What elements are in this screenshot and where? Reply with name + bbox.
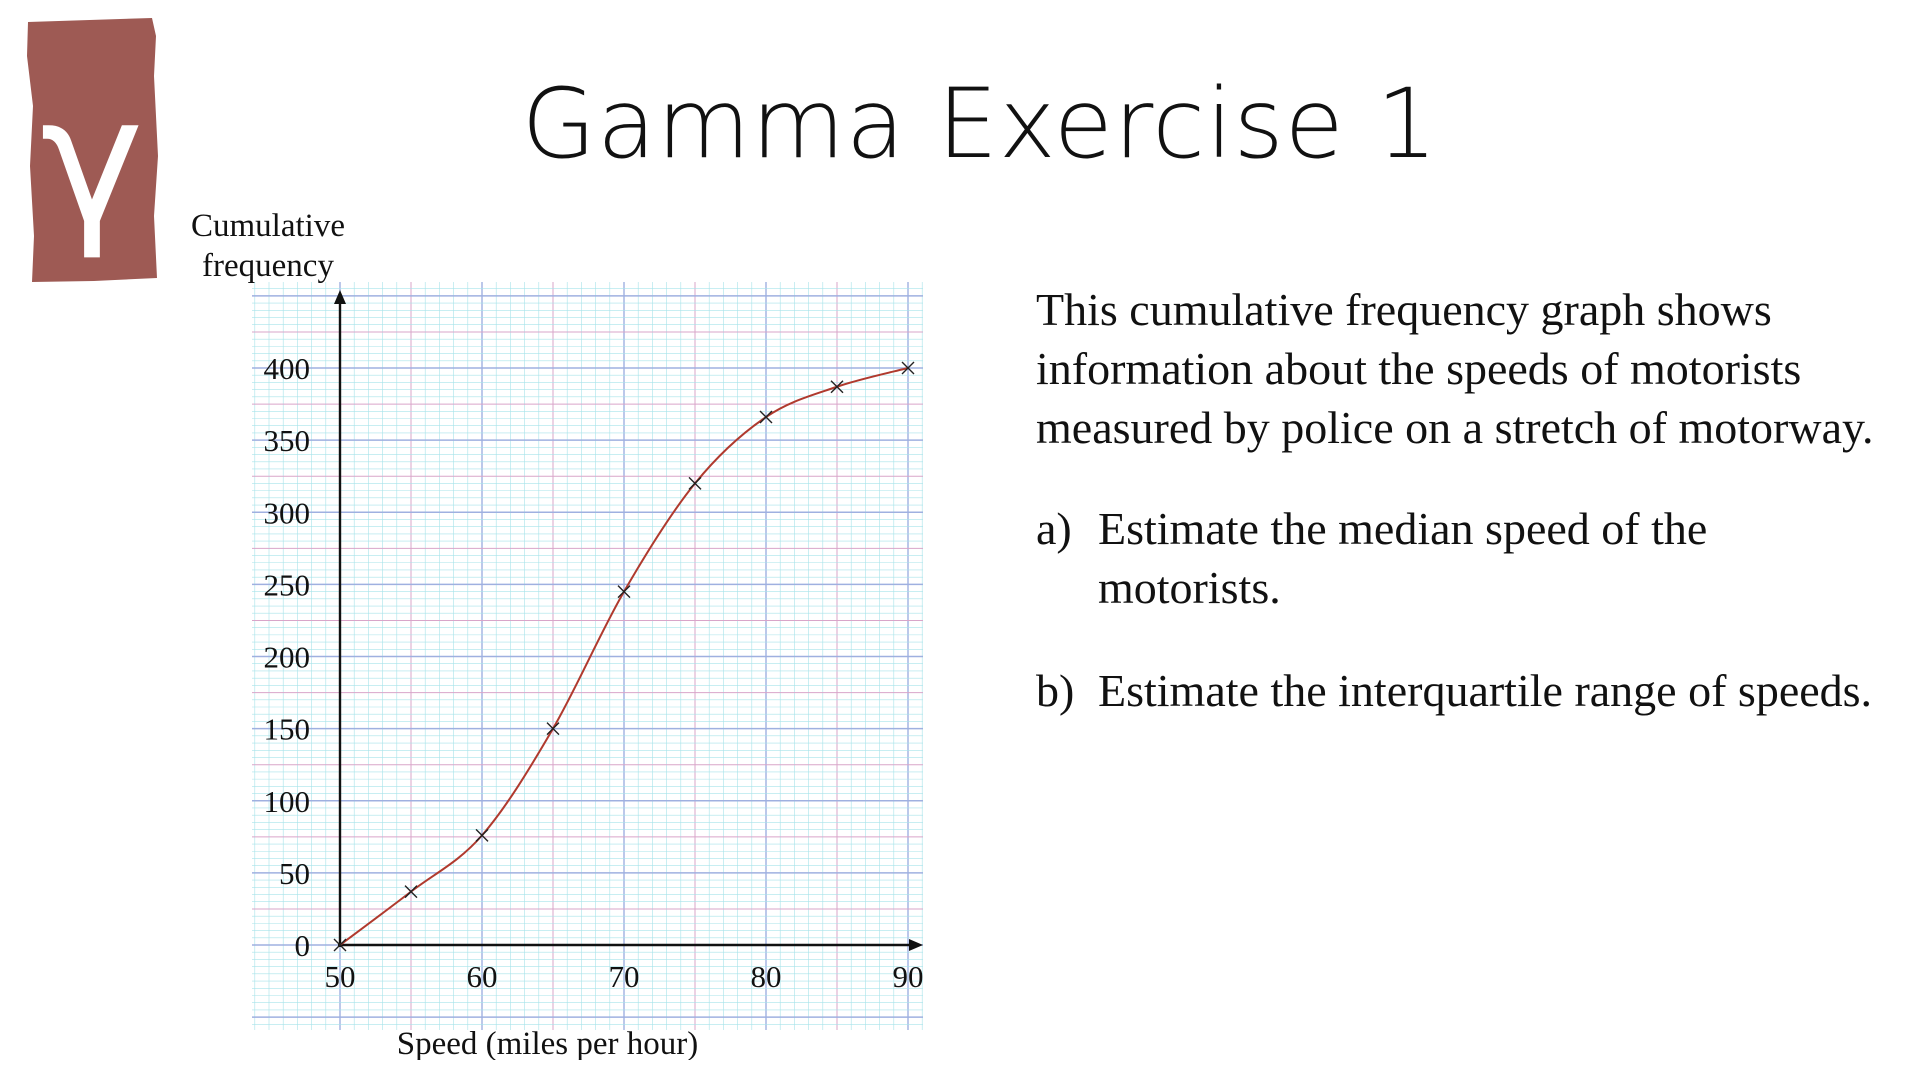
y-axis-arrow [334, 290, 346, 304]
x-tick-label: 60 [467, 959, 498, 994]
data-markers [333, 361, 915, 952]
data-point-marker [475, 828, 489, 842]
question-a-text: Estimate the median speed of the motoris… [1098, 503, 1708, 613]
y-tick-label: 400 [264, 351, 311, 386]
intro-paragraph: This cumulative frequency graph shows in… [1036, 284, 1874, 453]
x-axis-arrow [909, 939, 923, 951]
x-tick-label: 80 [751, 959, 782, 994]
data-point-marker [830, 380, 844, 394]
data-point-marker [333, 938, 347, 952]
cumulative-curve [339, 367, 909, 946]
question-a: a) Estimate the median speed of the moto… [1036, 499, 1886, 617]
y-tick-label: 150 [264, 712, 311, 747]
grid [252, 282, 923, 1030]
x-axis-label: Speed (miles per hour) [397, 1026, 699, 1060]
page-title: Gamma Exercise 1 [521, 68, 1439, 180]
y-tick-label: 350 [264, 423, 311, 458]
logo-gamma-symbol: γ [40, 60, 144, 263]
y-tick-label: 100 [264, 784, 311, 819]
data-point-marker [759, 410, 773, 424]
data-point-marker [546, 722, 560, 736]
axes [334, 290, 923, 951]
y-tick-label: 300 [264, 495, 311, 530]
data-point-marker [617, 585, 631, 599]
data-point-marker [404, 885, 418, 899]
data-point-marker [688, 476, 702, 490]
y-axis-label: Cumulative frequency [191, 208, 345, 284]
y-tick-label: 250 [264, 567, 311, 602]
y-tick-label: 200 [264, 640, 311, 675]
x-tick-label: 70 [609, 959, 640, 994]
question-b-letter: b) [1036, 665, 1075, 716]
question-a-letter: a) [1036, 503, 1072, 554]
question-b: b) Estimate the interquartile range of s… [1036, 661, 1886, 720]
x-tick-label: 90 [893, 959, 924, 994]
gamma-logo-icon: γ [27, 18, 158, 282]
gamma-logo: γ [24, 16, 160, 284]
exercise-text: This cumulative frequency graph shows in… [1036, 280, 1886, 764]
y-tick-label: 0 [295, 928, 311, 963]
chart-svg: 0 50 100 150 200 250 300 350 400 50 60 70 80 90 Speed… [252, 282, 924, 1062]
x-tick-label: 50 [325, 959, 356, 994]
tick-labels: 0 50 100 150 200 250 300 350 400 50 60 70 80 90 [264, 351, 924, 994]
data-point-marker [901, 361, 915, 375]
question-b-text: Estimate the interquartile range of spee… [1098, 665, 1873, 716]
y-tick-label: 50 [279, 856, 310, 891]
cumulative-frequency-chart: 0 50 100 150 200 250 300 350 400 50 60 70 80 90 Speed… [230, 270, 1030, 1062]
